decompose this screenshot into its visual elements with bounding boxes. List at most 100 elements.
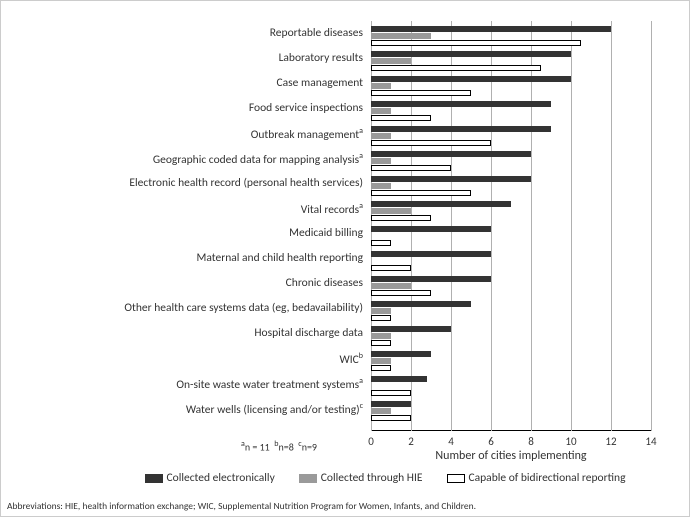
bar-collected <box>371 301 471 307</box>
x-tick-label: 0 <box>368 435 374 448</box>
bar-collected <box>371 176 531 182</box>
category-label: Chronic diseases <box>3 277 369 290</box>
bar-collected <box>371 251 491 257</box>
x-axis-title: Number of cities implementing <box>371 449 651 463</box>
bar-collected <box>371 76 571 82</box>
category-group: Food service inspections <box>371 100 651 125</box>
bar-bidir <box>371 415 411 421</box>
legend-swatch <box>299 474 317 483</box>
bar-bidir <box>371 290 431 296</box>
category-label: Food service inspections <box>3 102 369 115</box>
legend-item: Collected electronically <box>145 471 275 485</box>
category-label: Electronic health record (personal healt… <box>3 177 369 190</box>
category-group: WICb <box>371 350 651 375</box>
legend-item: Collected through HIE <box>299 471 423 485</box>
bar-hie <box>371 133 391 139</box>
category-group: Outbreak managementa <box>371 125 651 150</box>
legend-label: Collected through HIE <box>321 471 423 485</box>
bar-collected <box>371 276 491 282</box>
category-label: Case management <box>3 77 369 90</box>
bar-bidir <box>371 65 541 71</box>
category-label: Laboratory results <box>3 52 369 65</box>
category-label: Vital recordsa <box>3 202 369 216</box>
legend-item: Capable of bidirectional reporting <box>447 471 626 485</box>
category-group: Chronic diseases <box>371 275 651 300</box>
category-group: Medicaid billing <box>371 225 651 250</box>
bar-hie <box>371 208 411 214</box>
category-group: Vital recordsa <box>371 200 651 225</box>
bar-hie <box>371 58 411 64</box>
bar-bidir <box>371 390 411 396</box>
x-tick-label: 4 <box>448 435 454 448</box>
bar-bidir <box>371 140 491 146</box>
bar-hie <box>371 183 391 189</box>
bar-hie <box>371 108 391 114</box>
x-tick-label: 6 <box>488 435 494 448</box>
category-group: Laboratory results <box>371 50 651 75</box>
bar-bidir <box>371 165 451 171</box>
bar-bidir <box>371 215 431 221</box>
bar-bidir <box>371 90 471 96</box>
legend-swatch <box>145 474 163 483</box>
bar-hie <box>371 158 391 164</box>
bar-hie <box>371 408 391 414</box>
x-tick-label: 14 <box>645 435 656 448</box>
bar-collected <box>371 226 491 232</box>
legend-label: Capable of bidirectional reporting <box>469 471 626 485</box>
category-group: Electronic health record (personal healt… <box>371 175 651 200</box>
category-label: Hospital discharge data <box>3 327 369 340</box>
x-tick-label: 8 <box>528 435 534 448</box>
bar-collected <box>371 126 551 132</box>
category-label: Maternal and child health reporting <box>3 252 369 265</box>
sample-size-footnote: an = 11 bn=8 cn=9 <box>241 439 317 453</box>
category-group: Case management <box>371 75 651 100</box>
bar-collected <box>371 51 571 57</box>
x-tick-label: 12 <box>605 435 616 448</box>
legend-swatch <box>447 474 465 483</box>
category-label: Medicaid billing <box>3 227 369 240</box>
bar-hie <box>371 308 391 314</box>
bar-bidir <box>371 265 411 271</box>
bar-bidir <box>371 340 391 346</box>
category-group: Water wells (licensing and/or testing)c <box>371 400 651 425</box>
category-label: Other health care systems data (eg, beda… <box>3 302 369 315</box>
bar-bidir <box>371 240 391 246</box>
bar-bidir <box>371 115 431 121</box>
legend-label: Collected electronically <box>167 471 275 485</box>
category-group: Other health care systems data (eg, beda… <box>371 300 651 325</box>
category-group: Geographic coded data for mapping analys… <box>371 150 651 175</box>
x-axis-line <box>371 430 651 431</box>
category-label: Reportable diseases <box>3 27 369 40</box>
chart-container: Number of cities implementing 0 2 4 6 8 10 12 1… <box>0 0 690 517</box>
x-tick-label: 2 <box>408 435 414 448</box>
bar-collected <box>371 101 551 107</box>
bar-hie <box>371 83 391 89</box>
category-group: Maternal and child health reporting <box>371 250 651 275</box>
category-label: WICb <box>3 352 369 366</box>
x-tick-label: 10 <box>565 435 576 448</box>
bar-bidir <box>371 40 581 46</box>
bar-hie <box>371 333 391 339</box>
category-group: On-site waste water treatment systemsa <box>371 375 651 400</box>
bar-bidir <box>371 315 391 321</box>
bar-hie <box>371 358 391 364</box>
bar-hie <box>371 33 431 39</box>
category-label: Outbreak managementa <box>3 127 369 141</box>
bar-collected <box>371 401 411 407</box>
plot-area: Number of cities implementing 0246810121… <box>371 21 651 431</box>
abbreviations-note: Abbreviations: HIE, health information e… <box>7 500 476 512</box>
bar-collected <box>371 151 531 157</box>
bar-collected <box>371 351 431 357</box>
legend: Collected electronically Collected throug… <box>101 471 669 485</box>
category-group: Hospital discharge data <box>371 325 651 350</box>
bar-bidir <box>371 190 471 196</box>
category-label: On-site waste water treatment systemsa <box>3 377 369 391</box>
category-label: Water wells (licensing and/or testing)c <box>3 402 369 416</box>
category-group: Reportable diseases <box>371 25 651 50</box>
bar-collected <box>371 26 611 32</box>
bar-collected <box>371 326 451 332</box>
bar-collected <box>371 201 511 207</box>
bar-bidir <box>371 365 391 371</box>
category-label: Geographic coded data for mapping analys… <box>3 152 369 166</box>
bar-hie <box>371 283 411 289</box>
